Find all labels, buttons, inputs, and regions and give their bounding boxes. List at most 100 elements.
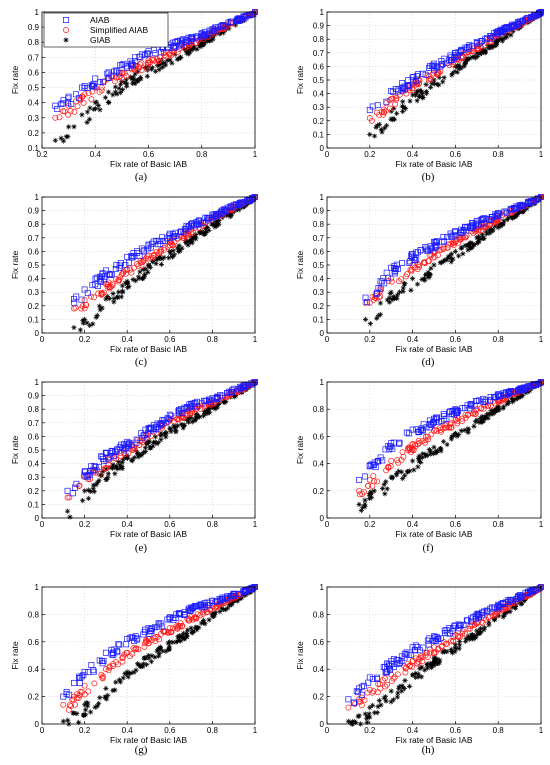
data-point — [176, 634, 182, 641]
data-point — [166, 646, 172, 653]
data-point — [159, 648, 166, 654]
data-point — [526, 198, 533, 205]
data-point — [239, 595, 245, 601]
data-point — [383, 269, 390, 276]
data-point — [188, 625, 194, 631]
data-point — [383, 98, 390, 105]
x-tick-label: 0.6 — [164, 726, 176, 735]
data-point — [212, 609, 218, 616]
data-point — [145, 425, 152, 432]
data-point — [175, 634, 181, 640]
data-point — [124, 636, 131, 643]
data-point — [448, 251, 455, 257]
data-point — [370, 462, 377, 469]
y-axis-label: Fix rate — [10, 251, 20, 280]
y-tick-label: 0.7 — [28, 53, 40, 62]
data-point — [433, 428, 440, 435]
data-point — [381, 675, 388, 682]
data-point — [440, 438, 447, 445]
data-point — [124, 83, 130, 89]
data-point — [381, 481, 387, 488]
data-point — [179, 410, 186, 417]
data-point — [111, 78, 118, 85]
data-point — [379, 677, 386, 684]
data-point — [417, 427, 424, 434]
data-point — [201, 408, 208, 415]
data-point — [110, 465, 116, 471]
data-point — [200, 42, 206, 48]
data-point — [388, 440, 395, 447]
data-point — [91, 294, 97, 301]
data-point — [427, 649, 433, 656]
x-tick-label: 1 — [253, 150, 258, 159]
data-point — [501, 611, 507, 617]
x-tick-label: 1 — [539, 150, 544, 159]
data-point — [456, 253, 462, 259]
data-point — [395, 657, 402, 664]
data-point — [469, 632, 475, 638]
data-point — [405, 82, 412, 89]
data-point — [167, 57, 173, 63]
data-point — [217, 30, 223, 36]
data-point — [491, 30, 498, 36]
data-point — [367, 704, 373, 711]
data-point — [516, 385, 523, 392]
data-point — [82, 468, 89, 475]
data-point — [448, 436, 454, 442]
data-point — [362, 294, 369, 301]
y-tick-label: 0.5 — [313, 76, 325, 85]
data-point — [444, 441, 450, 448]
data-point — [410, 276, 416, 282]
data-point — [188, 221, 195, 228]
data-point — [131, 80, 137, 86]
y-tick-label: 0 — [320, 514, 325, 523]
x-tick-label: 0 — [325, 726, 330, 735]
data-point — [179, 622, 186, 629]
data-point — [135, 454, 141, 460]
data-point — [142, 449, 149, 455]
data-point — [374, 122, 380, 129]
data-point — [216, 221, 222, 227]
data-point — [67, 514, 73, 520]
y-tick-label: 0.9 — [313, 22, 325, 31]
data-point — [175, 249, 182, 255]
data-point — [82, 488, 88, 494]
data-point — [375, 457, 382, 464]
y-tick-label: 0 — [35, 720, 40, 729]
data-point — [475, 227, 482, 233]
axes-frame — [41, 196, 256, 334]
data-point — [220, 606, 227, 613]
data-point — [103, 696, 110, 702]
data-point — [70, 693, 77, 700]
data-point — [185, 34, 192, 41]
y-tick-label: 1 — [320, 8, 325, 17]
data-point — [524, 15, 531, 21]
data-point — [99, 675, 106, 682]
data-point — [480, 418, 487, 424]
data-point — [414, 90, 420, 96]
data-point — [226, 601, 232, 608]
data-point — [81, 468, 88, 475]
data-point — [441, 639, 448, 646]
data-point — [76, 680, 83, 687]
data-point — [88, 82, 95, 89]
series-aiab — [366, 9, 544, 113]
data-point — [387, 105, 393, 112]
data-point — [431, 238, 437, 245]
data-point — [437, 260, 443, 266]
data-point — [518, 601, 524, 607]
data-point — [415, 262, 422, 269]
data-point — [122, 280, 128, 286]
y-tick-label: 0.2 — [313, 117, 325, 126]
x-tick-label: 0.6 — [143, 150, 155, 159]
data-point — [396, 440, 402, 447]
legend-entry: AIAB — [63, 15, 110, 25]
data-point — [63, 27, 69, 33]
data-point — [427, 421, 434, 427]
data-point — [481, 416, 487, 422]
data-point — [240, 589, 247, 596]
x-tick-label: 0.6 — [450, 520, 462, 529]
data-point — [424, 433, 431, 440]
data-point — [117, 260, 124, 267]
y-tick-label: 0.8 — [313, 610, 325, 619]
